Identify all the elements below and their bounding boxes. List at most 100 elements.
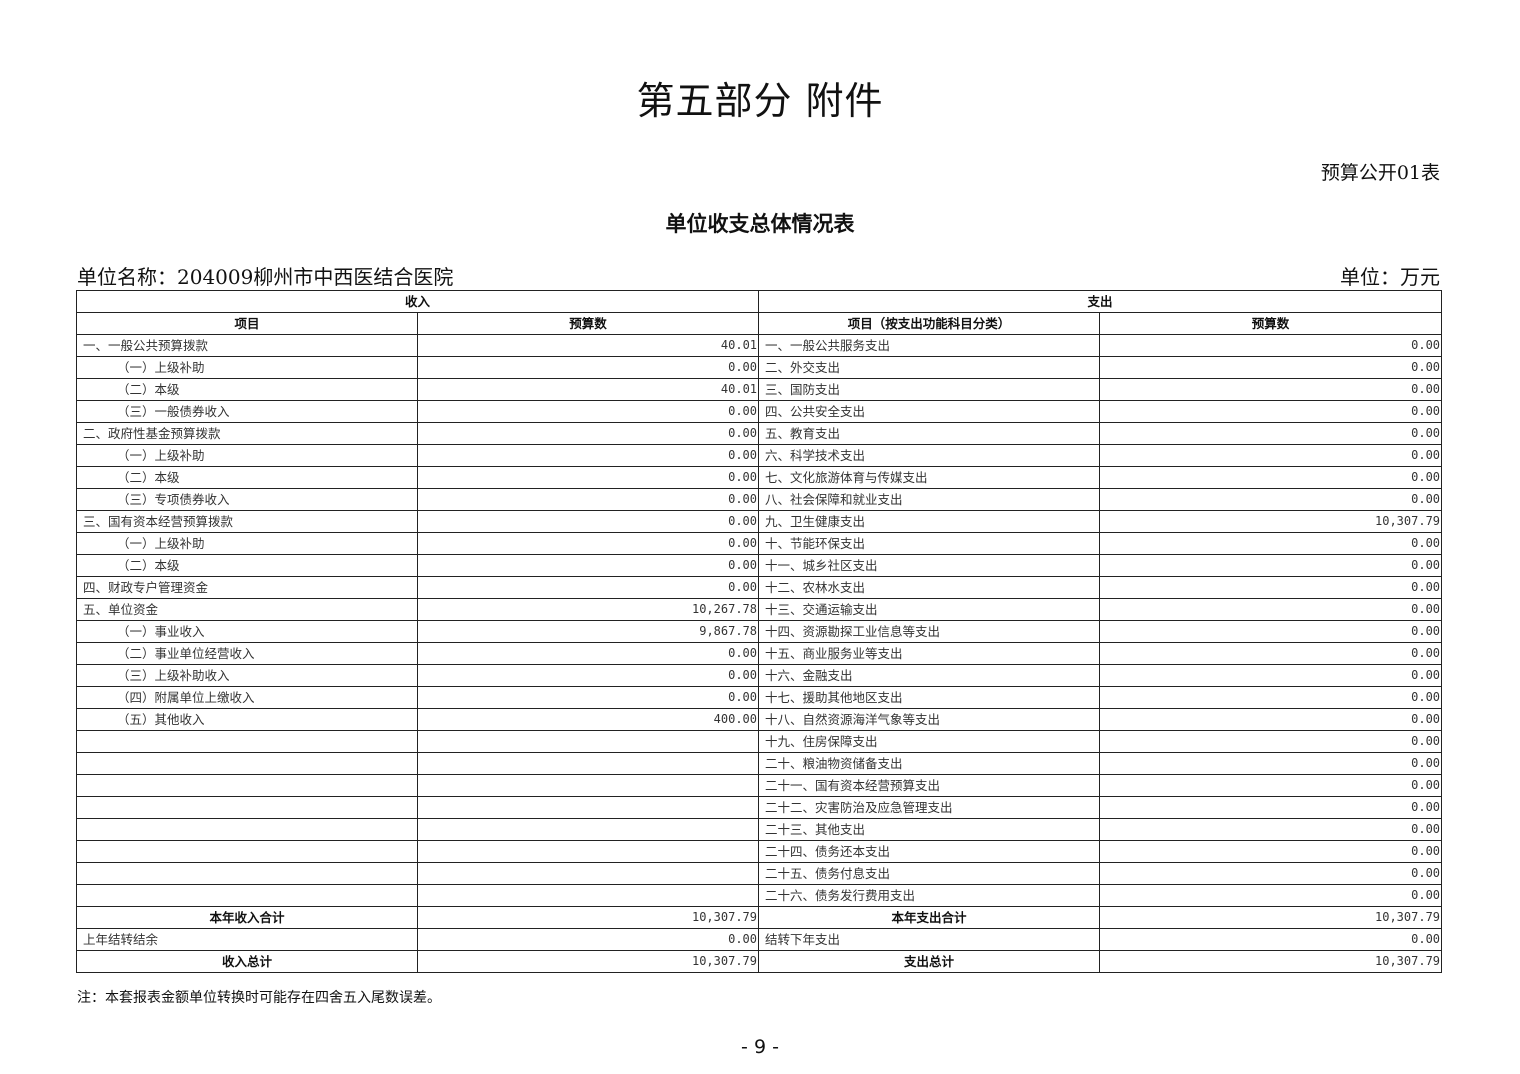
income-amount [416,796,760,819]
expense-item: 二十四、债务还本支出 [758,840,1101,863]
expense-item: 五、教育支出 [758,422,1101,445]
table-row: 二十六、债务发行费用支出 0.00 [76,884,1443,907]
expense-header: 支出 [758,290,1443,313]
total-row: 本年收入合计 10,307.79 本年支出合计 10,307.79 [76,906,1443,929]
expense-item: 十一、城乡社区支出 [758,554,1101,577]
income-header: 收入 [75,290,760,313]
expense-item: 二十五、债务付息支出 [758,862,1101,885]
income-total-label: 收入总计 [76,950,418,973]
expense-item: 二、外交支出 [758,356,1101,379]
income-item: （一）上级补助 [76,444,418,467]
expense-amount: 0.00 [1099,664,1443,687]
table-row: （一）事业收入 9,867.78 十四、资源勘探工业信息等支出 0.00 [76,620,1443,643]
table-row: （三）上级补助收入 0.00 十六、金融支出 0.00 [76,664,1443,687]
income-total-amount: 0.00 [416,928,760,951]
income-amount [416,862,760,885]
expense-amount: 0.00 [1099,444,1443,467]
expense-amount: 0.00 [1099,422,1443,445]
income-amount: 0.00 [416,510,760,533]
total-row: 收入总计 10,307.79 支出总计 10,307.79 [76,950,1443,973]
expense-item: 七、文化旅游体育与传媒支出 [758,466,1101,489]
table-row: （二）本级 40.01 三、国防支出 0.00 [76,378,1443,401]
table-row: 三、国有资本经营预算拨款 0.00 九、卫生健康支出 10,307.79 [76,510,1443,533]
income-amount: 0.00 [416,444,760,467]
expense-amount: 0.00 [1099,862,1443,885]
income-amount: 0.00 [416,686,760,709]
table-row: 一、一般公共预算拨款 40.01 一、一般公共服务支出 0.00 [76,334,1443,357]
income-item: 二、政府性基金预算拨款 [76,422,418,445]
income-item [76,862,418,885]
page-number: - 9 - [741,1036,779,1058]
expense-amount: 0.00 [1099,466,1443,489]
table-row: （二）本级 0.00 七、文化旅游体育与传媒支出 0.00 [76,466,1443,489]
expense-amount: 0.00 [1099,730,1443,753]
income-amount: 0.00 [416,422,760,445]
income-item: （一）事业收入 [76,620,418,643]
page-title: 第五部分 附件 [636,79,884,123]
table-row: （二）本级 0.00 十一、城乡社区支出 0.00 [76,554,1443,577]
table-row: 二十五、债务付息支出 0.00 [76,862,1443,885]
income-item [76,796,418,819]
expense-item: 一、一般公共服务支出 [758,334,1101,357]
expense-amount: 10,307.79 [1099,510,1443,533]
currency-unit: 单位：万元 [1340,265,1440,289]
income-item: （二）事业单位经营收入 [76,642,418,665]
income-amount: 0.00 [416,356,760,379]
income-item-header: 项目 [76,312,418,335]
unit-name: 单位名称：204009柳州市中西医结合医院 [77,265,454,289]
income-item: （四）附属单位上缴收入 [76,686,418,709]
expense-amount: 0.00 [1099,686,1443,709]
expense-item: 二十二、灾害防治及应急管理支出 [758,796,1101,819]
income-amount [416,818,760,841]
table-row: 二十四、债务还本支出 0.00 [76,840,1443,863]
budget-table: 收入 支出 项目 预算数 项目（按支出功能科目分类） 预算数 一、一般公共预算拨… [75,290,1443,973]
income-amount [416,752,760,775]
income-item: （一）上级补助 [76,532,418,555]
expense-amount: 0.00 [1099,708,1443,731]
expense-amount: 0.00 [1099,576,1443,599]
expense-item: 九、卫生健康支出 [758,510,1101,533]
expense-item: 四、公共安全支出 [758,400,1101,423]
income-item [76,884,418,907]
income-amount: 0.00 [416,554,760,577]
income-item [76,840,418,863]
table-row: 二十、粮油物资储备支出 0.00 [76,752,1443,775]
expense-item: 十二、农林水支出 [758,576,1101,599]
expense-amount: 0.00 [1099,642,1443,665]
income-item: （三）上级补助收入 [76,664,418,687]
expense-amount: 0.00 [1099,554,1443,577]
income-amount: 0.00 [416,532,760,555]
table-row: （一）上级补助 0.00 十、节能环保支出 0.00 [76,532,1443,555]
expense-amount: 0.00 [1099,796,1443,819]
income-item: （二）本级 [76,554,418,577]
expense-item: 十九、住房保障支出 [758,730,1101,753]
expense-item: 二十一、国有资本经营预算支出 [758,774,1101,797]
expense-item: 十、节能环保支出 [758,532,1101,555]
expense-amount: 0.00 [1099,532,1443,555]
income-amount [416,884,760,907]
income-amount: 0.00 [416,664,760,687]
table-row: （三）一般债券收入 0.00 四、公共安全支出 0.00 [76,400,1443,423]
expense-amount: 0.00 [1099,378,1443,401]
income-amount-header: 预算数 [416,312,760,335]
table-number: 预算公开01表 [1320,162,1440,184]
income-amount [416,730,760,753]
table-row: （一）上级补助 0.00 六、科学技术支出 0.00 [76,444,1443,467]
footnote: 注：本套报表金额单位转换时可能存在四舍五入尾数误差。 [77,990,441,1006]
income-amount [416,840,760,863]
expense-amount: 0.00 [1099,620,1443,643]
table-row: 十九、住房保障支出 0.00 [76,730,1443,753]
expense-amount-header: 预算数 [1099,312,1443,335]
income-item [76,730,418,753]
income-amount: 9,867.78 [416,620,760,643]
table-row: （五）其他收入 400.00 十八、自然资源海洋气象等支出 0.00 [76,708,1443,731]
income-item: （五）其他收入 [76,708,418,731]
table-row: 五、单位资金 10,267.78 十三、交通运输支出 0.00 [76,598,1443,621]
income-item: 五、单位资金 [76,598,418,621]
expense-item-header: 项目（按支出功能科目分类） [758,312,1101,335]
income-amount: 40.01 [416,378,760,401]
expense-item: 二十、粮油物资储备支出 [758,752,1101,775]
income-amount: 0.00 [416,400,760,423]
expense-item: 八、社会保障和就业支出 [758,488,1101,511]
expense-item: 十八、自然资源海洋气象等支出 [758,708,1101,731]
